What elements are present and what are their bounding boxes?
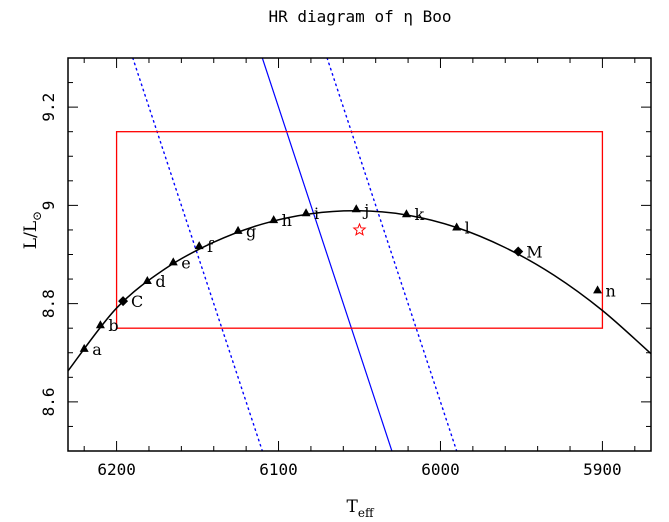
x-tick-label-6200: 6200 <box>97 460 136 479</box>
y-tick-label-9: 9 <box>39 201 58 211</box>
model-point-a <box>79 343 89 352</box>
x-axis-label-sub: eff <box>358 506 375 520</box>
model-point-label-C: C <box>131 292 143 311</box>
axes: 6200 6100 6000 5900 8.6 8.8 9 9.2 <box>39 57 651 479</box>
observed-star <box>352 222 367 236</box>
y-tick-label-9.2: 9.2 <box>39 93 58 122</box>
y-tick-label-8.8: 8.8 <box>39 289 58 318</box>
model-point-M <box>513 246 524 257</box>
model-point-label-i: i <box>314 204 319 223</box>
model-point-label-e: e <box>181 253 190 272</box>
model-point-label-a: a <box>92 340 102 359</box>
model-point-k <box>401 209 411 218</box>
model-point-h <box>269 215 279 224</box>
model-point-label-l: l <box>465 218 470 237</box>
model-point-d <box>142 276 152 285</box>
solid-line-0 <box>261 58 393 451</box>
model-point-label-h: h <box>282 211 292 230</box>
x-tick-label-6000: 6000 <box>421 460 460 479</box>
model-point-label-M: M <box>526 243 542 262</box>
model-point-label-f: f <box>207 237 214 256</box>
model-point-i <box>301 208 311 217</box>
x-axis-label-main: T <box>347 497 359 517</box>
model-point-b <box>95 320 105 329</box>
plot-frame <box>67 57 652 452</box>
model-point-g <box>233 225 243 234</box>
y-axis-label-sub: ⊙ <box>30 211 44 221</box>
model-point-label-k: k <box>414 205 424 224</box>
x-axis-label: Teff <box>347 497 375 520</box>
model-point-label-n: n <box>606 281 616 300</box>
error-box <box>115 131 604 329</box>
model-point-label-b: b <box>108 316 118 335</box>
dotted-line-2 <box>326 58 458 451</box>
chart-title: HR diagram of η Boo <box>268 7 451 26</box>
x-tick-label-6100: 6100 <box>259 460 298 479</box>
dotted-line-1 <box>132 58 264 451</box>
model-point-C <box>118 296 129 307</box>
y-axis-label: L/L⊙ <box>21 211 44 249</box>
x-tick-label-5900: 5900 <box>583 460 622 479</box>
model-point-label-g: g <box>246 222 256 241</box>
model-point-f <box>194 241 204 250</box>
model-point-e <box>168 257 178 266</box>
model-point-label-d: d <box>155 272 165 291</box>
y-axis-label-main: L/L <box>21 221 41 249</box>
model-point-label-j: j <box>362 200 369 219</box>
y-tick-label-8.6: 8.6 <box>39 387 58 416</box>
model-point-l <box>452 222 462 231</box>
model-point-n <box>593 285 603 294</box>
model-point-j <box>351 204 361 213</box>
